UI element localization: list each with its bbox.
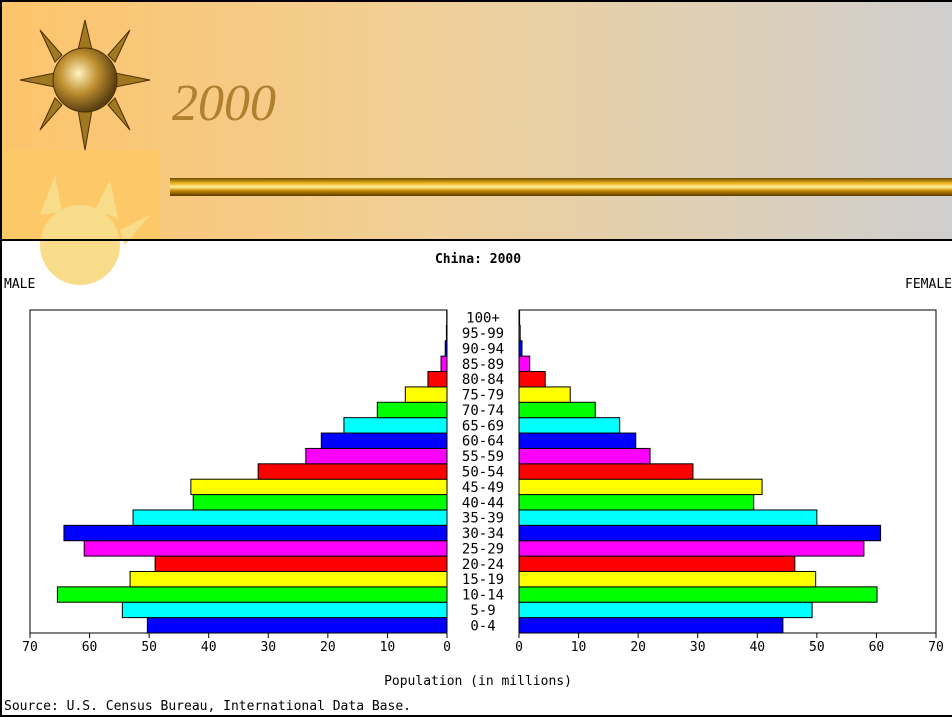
x-tick-label: 40: [201, 640, 217, 655]
x-tick-label: 20: [630, 640, 646, 655]
x-axis-label: Population (in millions): [384, 674, 572, 689]
category-label: 90-94: [462, 341, 504, 357]
bar: [518, 432, 637, 449]
bar: [83, 540, 448, 557]
bar: [320, 432, 448, 449]
category-label: 10-14: [462, 588, 504, 604]
bar: [518, 555, 796, 572]
category-label: 85-89: [462, 357, 504, 373]
bar: [518, 524, 882, 542]
bar: [518, 386, 571, 403]
bar: [146, 617, 448, 634]
bar: [518, 401, 596, 419]
bar: [132, 509, 448, 526]
category-label: 25-29: [462, 541, 504, 557]
x-tick-label: 30: [690, 640, 706, 655]
bar: [518, 540, 865, 557]
x-tick-label: 70: [22, 640, 38, 655]
category-label: 65-69: [462, 418, 504, 434]
bar: [518, 309, 521, 326]
x-tick-label: 10: [571, 640, 587, 655]
bar: [518, 371, 546, 388]
x-tick-label: 20: [320, 640, 336, 655]
bar: [518, 447, 651, 465]
x-tick-label: 10: [380, 640, 396, 655]
chart-bg: [0, 240, 952, 717]
bar: [445, 324, 448, 342]
bar: [305, 447, 448, 465]
bar: [518, 601, 813, 619]
category-label: 70-74: [462, 403, 504, 419]
bar: [518, 586, 878, 603]
bar: [518, 355, 531, 373]
bar: [518, 570, 817, 588]
category-label: 45-49: [462, 480, 504, 496]
x-tick-label: 60: [869, 640, 885, 655]
bar: [518, 463, 694, 480]
faded-sun: [40, 175, 150, 285]
x-tick-label: 30: [260, 640, 276, 655]
chart: China: 2000 Population (in millions) Sou…: [4, 252, 952, 714]
bar: [404, 386, 448, 403]
category-label: 5-9: [470, 603, 495, 619]
x-tick-label: 60: [82, 640, 98, 655]
x-tick-label: 50: [141, 640, 157, 655]
category-label: 55-59: [462, 449, 504, 465]
category-label: 15-19: [462, 572, 504, 588]
slide-title: 2000: [172, 75, 276, 132]
bar: [56, 586, 448, 603]
category-label: 35-39: [462, 511, 504, 527]
category-label: 0-4: [470, 618, 495, 634]
bar: [440, 355, 448, 373]
chart-title: China: 2000: [435, 252, 521, 267]
bar: [518, 324, 521, 342]
bar: [518, 494, 755, 511]
bar: [518, 478, 763, 496]
source-note: Source: U.S. Census Bureau, Internationa…: [4, 699, 411, 714]
bar: [154, 555, 448, 572]
legend-label: FEMALE: [905, 277, 952, 292]
bar: [376, 401, 448, 419]
x-tick-label: 50: [809, 640, 825, 655]
bar: [121, 601, 448, 619]
bar: [518, 340, 523, 357]
bar: [190, 478, 448, 496]
bar: [192, 494, 448, 511]
bar: [518, 617, 784, 634]
category-label: 40-44: [462, 495, 504, 511]
bar: [444, 340, 448, 357]
sun-icon: [19, 19, 151, 151]
bar: [343, 417, 448, 434]
bar: [518, 509, 818, 526]
category-label: 95-99: [462, 326, 504, 342]
category-label: 80-84: [462, 372, 504, 388]
legend-label: MALE: [4, 277, 35, 292]
x-tick-label: 70: [928, 640, 944, 655]
category-label: 20-24: [462, 557, 504, 573]
bar: [257, 463, 448, 480]
category-label: 100+: [466, 311, 500, 327]
bar: [427, 371, 448, 388]
x-tick-label: 0: [443, 640, 451, 655]
category-label: 50-54: [462, 465, 504, 481]
bar: [518, 417, 621, 434]
x-tick-label: 40: [749, 640, 765, 655]
title-rule: [170, 178, 952, 196]
bar: [63, 524, 448, 542]
x-tick-label: 0: [515, 640, 523, 655]
bar: [129, 570, 448, 588]
category-label: 75-79: [462, 388, 504, 404]
category-label: 60-64: [462, 434, 504, 450]
category-label: 30-34: [462, 526, 504, 542]
